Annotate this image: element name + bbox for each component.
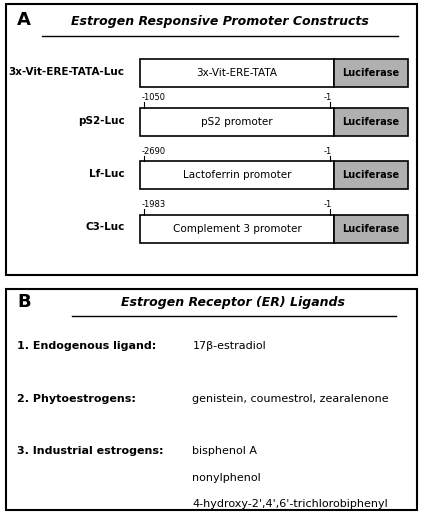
Text: -1: -1 [324,93,332,102]
Text: -1: -1 [324,147,332,156]
Text: Lf-Luc: Lf-Luc [89,169,125,179]
FancyBboxPatch shape [6,289,417,510]
Text: 2. Phytoestrogens:: 2. Phytoestrogens: [17,393,136,404]
Text: Luciferase: Luciferase [343,68,400,78]
Bar [140,161,334,190]
Text: C3-Luc: C3-Luc [85,222,125,232]
Text: 3x-Vit-ERE-TATA: 3x-Vit-ERE-TATA [196,68,277,78]
FancyBboxPatch shape [6,4,417,275]
Text: -2690: -2690 [142,147,166,156]
Text: 17β-estradiol: 17β-estradiol [192,341,266,351]
Text: Complement 3 promoter: Complement 3 promoter [173,224,301,234]
Text: Estrogen Receptor (ER) Ligands: Estrogen Receptor (ER) Ligands [121,296,345,309]
Text: nonylphenol: nonylphenol [192,473,261,483]
Text: Lactoferrin promoter: Lactoferrin promoter [183,170,291,180]
Text: bisphenol A: bisphenol A [192,446,258,456]
Text: B: B [17,293,30,311]
Bar [334,161,408,190]
Bar [140,59,334,87]
Text: -1: -1 [324,200,332,209]
Bar [334,59,408,87]
Text: 3. Industrial estrogens:: 3. Industrial estrogens: [17,446,163,456]
Text: Luciferase: Luciferase [343,117,400,127]
Bar [334,108,408,136]
Text: Estrogen Responsive Promoter Constructs: Estrogen Responsive Promoter Constructs [71,15,369,28]
Text: A: A [17,11,31,29]
Text: genistein, coumestrol, zearalenone: genistein, coumestrol, zearalenone [192,393,389,404]
Text: -1050: -1050 [142,93,166,102]
Text: Luciferase: Luciferase [343,170,400,180]
Text: 1. Endogenous ligand:: 1. Endogenous ligand: [17,341,156,351]
Text: 3x-Vit-ERE-TATA-Luc: 3x-Vit-ERE-TATA-Luc [9,66,125,77]
Text: Luciferase: Luciferase [343,224,400,234]
Text: pS2 promoter: pS2 promoter [201,117,273,127]
Text: -1983: -1983 [142,200,166,209]
Text: pS2-Luc: pS2-Luc [78,116,125,126]
Bar [140,215,334,243]
Text: 4-hydroxy-2',4',6'-trichlorobiphenyl: 4-hydroxy-2',4',6'-trichlorobiphenyl [192,499,388,509]
Bar [140,108,334,136]
Bar [334,215,408,243]
